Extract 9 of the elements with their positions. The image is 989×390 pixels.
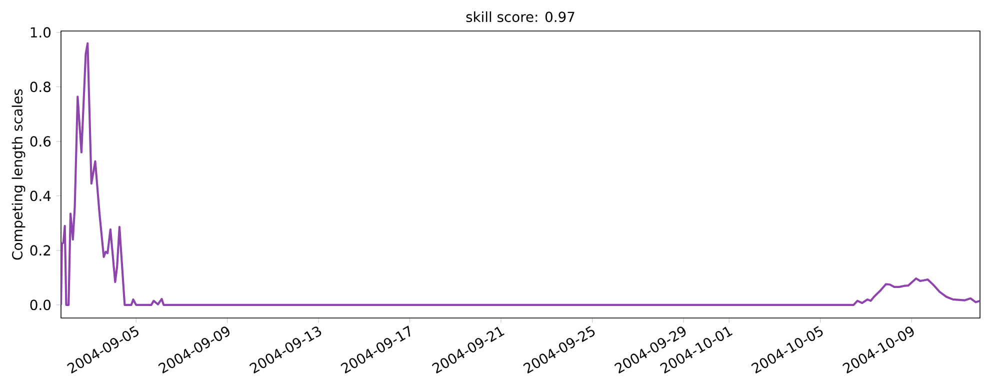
y-tick-label: 0.2 <box>30 245 50 256</box>
y-tick-label: 0.6 <box>30 136 51 147</box>
line-series <box>61 42 980 306</box>
chart-title: skill score: 0.97 <box>466 11 574 22</box>
y-tick-label: 0.8 <box>30 82 50 92</box>
y-tick-label: 0.0 <box>30 300 51 310</box>
y-tick-label: 1.0 <box>30 27 51 38</box>
y-axis-title: Competing length scales <box>12 89 26 260</box>
y-tick-label: 0.4 <box>30 190 51 202</box>
